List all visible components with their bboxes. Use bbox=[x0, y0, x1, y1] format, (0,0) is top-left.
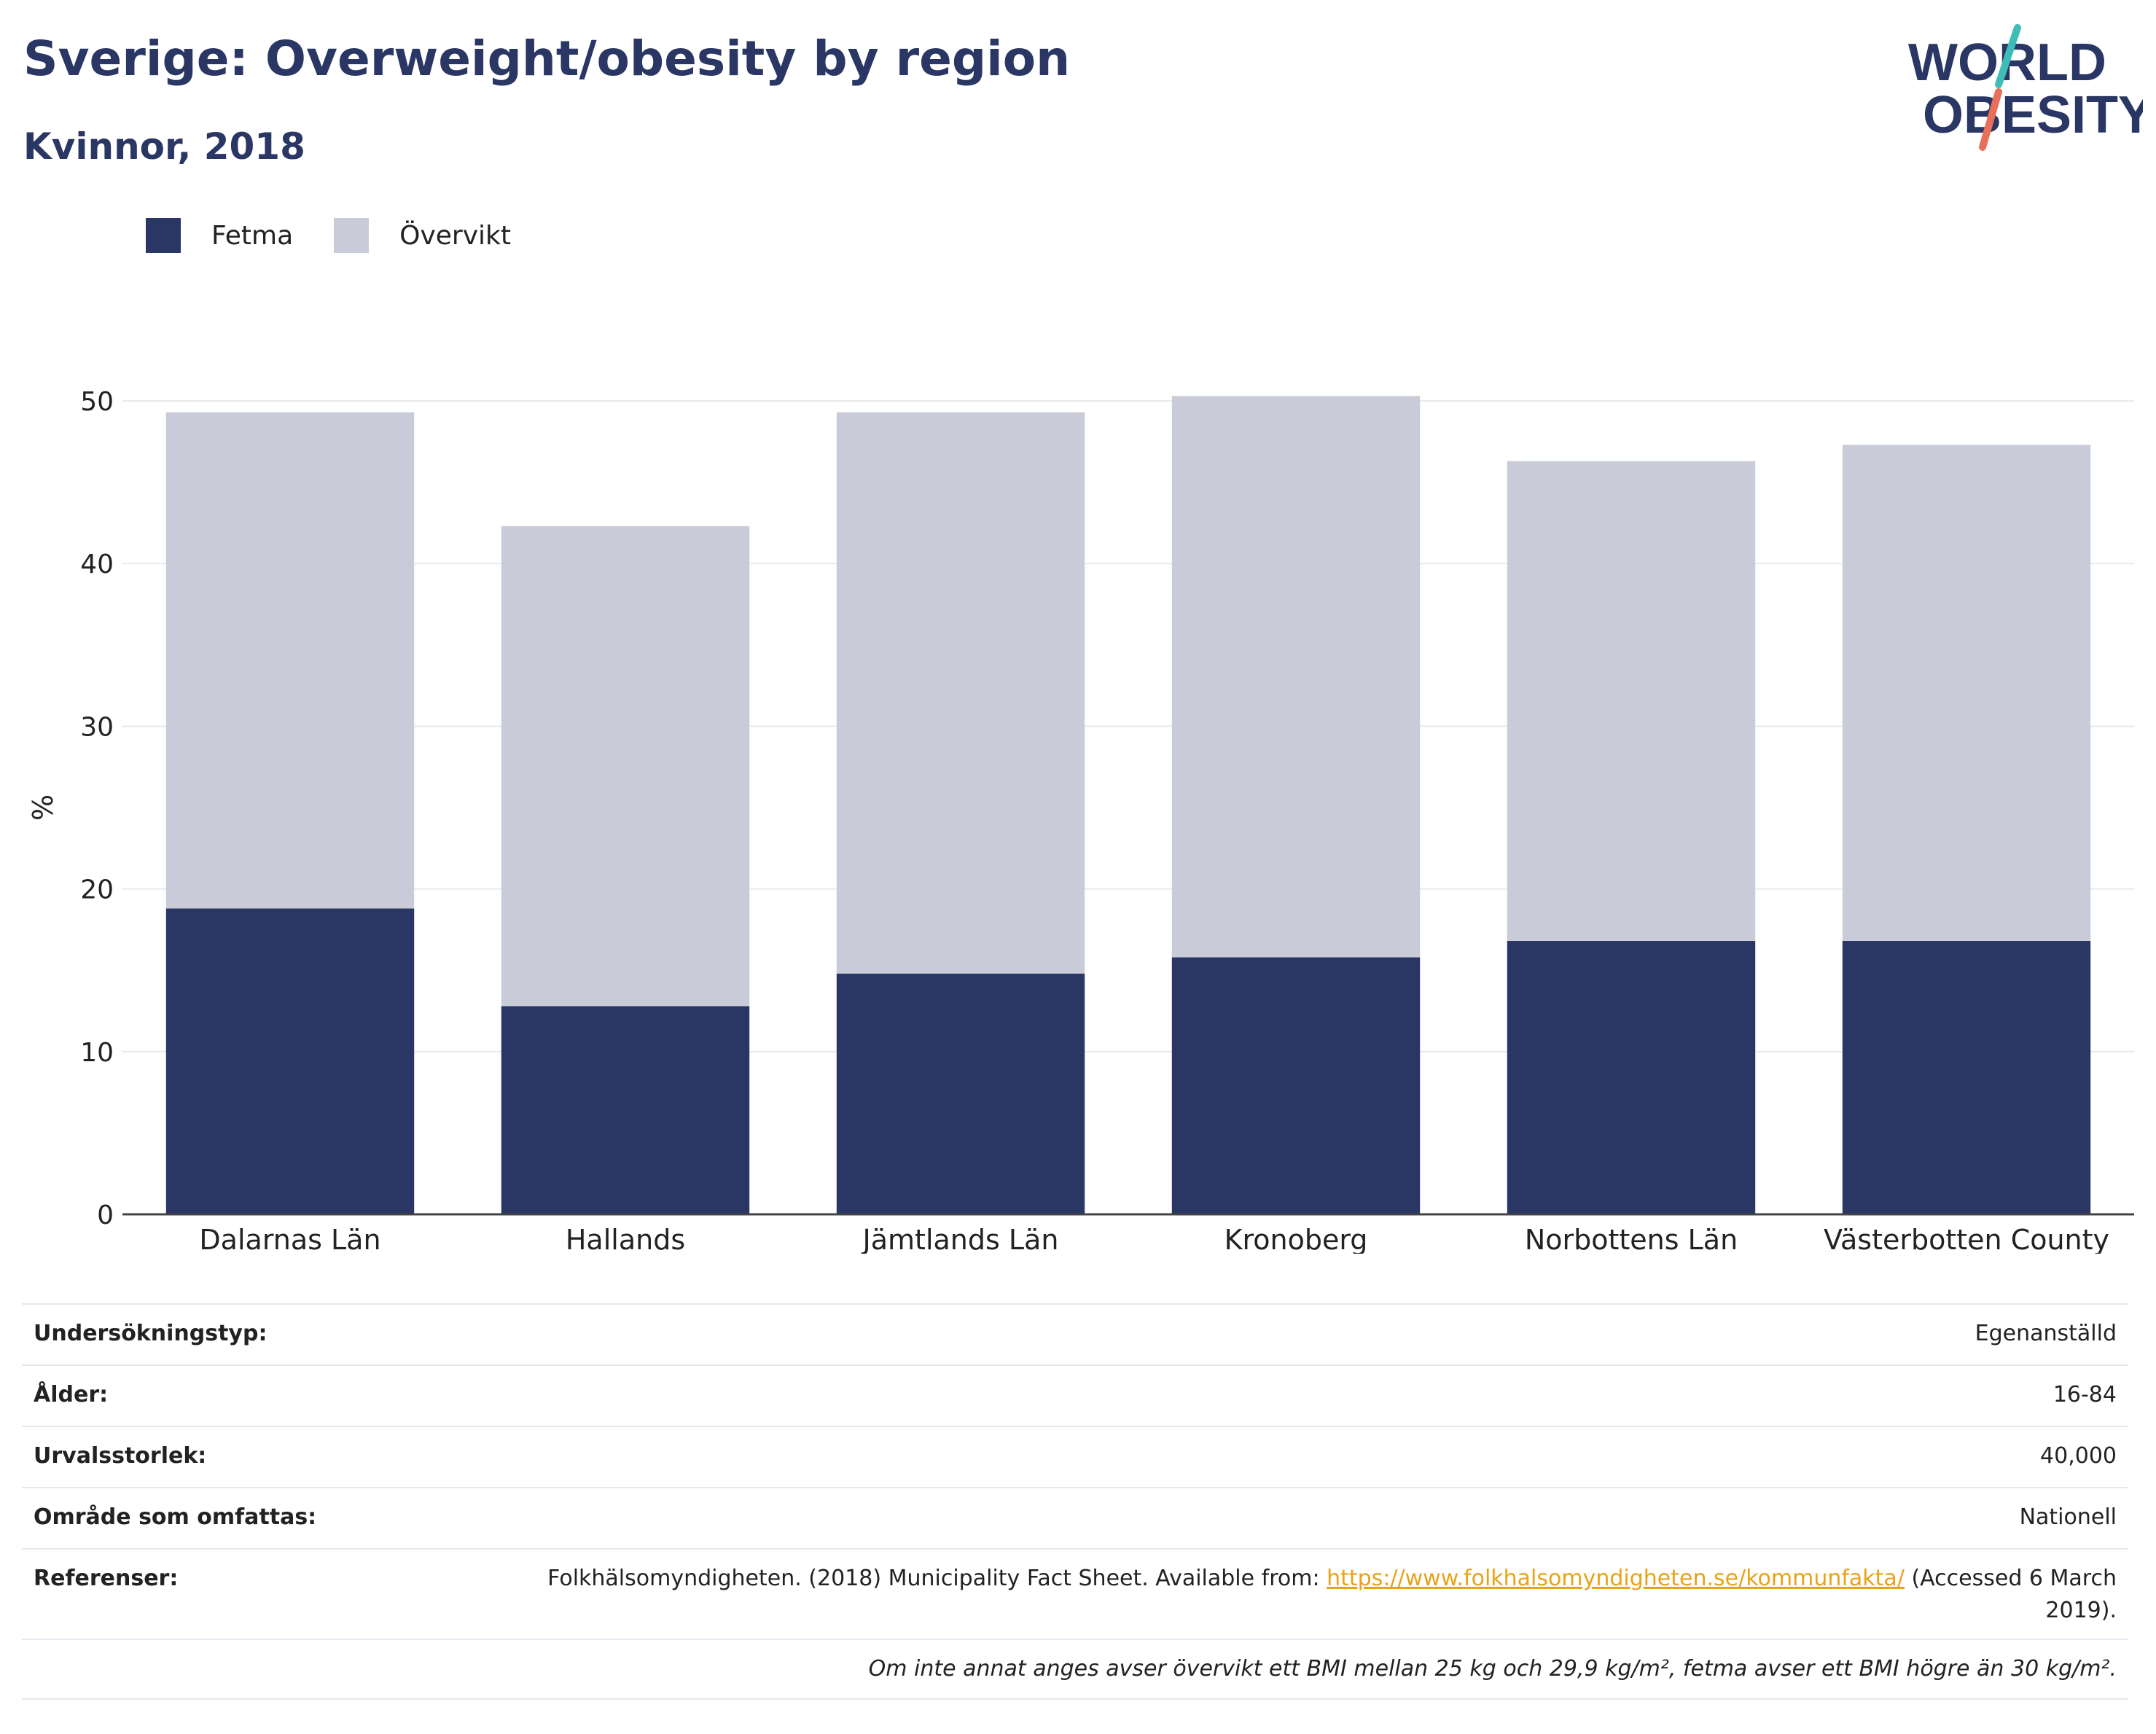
bar-overvikt-5 bbox=[1842, 445, 2091, 942]
chart-title: Sverige: Overweight/obesity by region bbox=[23, 31, 1071, 87]
reference-text: Folkhälsomyndigheten. (2018) Municipalit… bbox=[547, 1566, 1327, 1591]
bar-fetma-1 bbox=[501, 1006, 750, 1214]
legend-label-fetma: Fetma bbox=[211, 220, 294, 251]
x-tick-label-0: Dalarnas Län bbox=[199, 1224, 380, 1254]
bar-overvikt-3 bbox=[1171, 396, 1421, 958]
bar-overvikt-2 bbox=[836, 412, 1085, 974]
age-label: Ålder: bbox=[34, 1382, 109, 1407]
info-row-age: Ålder: 16-84 bbox=[22, 1364, 2128, 1426]
legend-swatch-fetma bbox=[146, 218, 181, 253]
references-value: Folkhälsomyndigheten. (2018) Municipalit… bbox=[513, 1563, 2117, 1627]
y-tick-label-50: 50 bbox=[80, 387, 114, 417]
y-axis-label: % bbox=[27, 794, 59, 821]
y-tick-label-30: 30 bbox=[80, 712, 114, 742]
reference-accessed: (Accessed 6 March 2019). bbox=[1904, 1566, 2117, 1623]
info-row-note: Om inte annat anges avser övervikt ett B… bbox=[22, 1639, 2128, 1700]
x-tick-label-4: Norbottens Län bbox=[1525, 1224, 1738, 1254]
bar-fetma-5 bbox=[1842, 941, 2091, 1214]
info-row-area: Område som omfattas: Nationell bbox=[22, 1487, 2128, 1548]
y-tick-label-0: 0 bbox=[97, 1200, 114, 1230]
reference-link[interactable]: https://www.folkhalsomyndigheten.se/komm… bbox=[1327, 1566, 1905, 1591]
info-row-sample-size: Urvalsstorlek: 40,000 bbox=[22, 1426, 2128, 1487]
x-tick-label-3: Kronoberg bbox=[1225, 1224, 1368, 1254]
info-table: Undersökningstyp: Egenanställd Ålder: 16… bbox=[22, 1303, 2128, 1700]
area-label: Område som omfattas: bbox=[34, 1504, 317, 1530]
area-value: Nationell bbox=[2019, 1504, 2117, 1530]
survey-type-value: Egenanställd bbox=[1975, 1321, 2117, 1346]
bar-overvikt-1 bbox=[501, 526, 750, 1007]
stacked-bar-chart: 0 10 20 30 40 50% Dalarnas Län Hallands Jämtland… bbox=[27, 387, 2134, 1254]
definition-note: Om inte annat anges avser övervikt ett B… bbox=[868, 1656, 2117, 1682]
survey-type-label: Undersökningstyp: bbox=[34, 1321, 267, 1346]
sample-size-label: Urvalsstorlek: bbox=[34, 1443, 207, 1469]
bar-fetma-0 bbox=[165, 908, 415, 1214]
logo-slash-teal bbox=[1995, 24, 2021, 88]
bar-overvikt-4 bbox=[1507, 461, 1756, 942]
chart-legend: Fetma Övervikt bbox=[146, 217, 552, 254]
y-tick-label-10: 10 bbox=[80, 1038, 114, 1068]
x-tick-label-2: Jämtlands Län bbox=[862, 1224, 1059, 1254]
y-tick-label-20: 20 bbox=[80, 875, 114, 905]
x-tick-label-5: Västerbotten County bbox=[1824, 1224, 2109, 1254]
legend-item-overvikt[interactable]: Övervikt bbox=[334, 218, 511, 253]
bar-fetma-4 bbox=[1507, 941, 1756, 1214]
logo-word-obesity: OBESITY bbox=[1923, 86, 2143, 144]
y-tick-label-40: 40 bbox=[80, 550, 114, 579]
bar-fetma-3 bbox=[1171, 957, 1421, 1214]
world-obesity-logo: WORLD OBESITY bbox=[1908, 24, 2143, 151]
legend-label-overvikt: Övervikt bbox=[399, 220, 511, 251]
info-row-survey-type: Undersökningstyp: Egenanställd bbox=[22, 1303, 2128, 1364]
bar-overvikt-0 bbox=[165, 412, 415, 909]
logo-slash-coral bbox=[1979, 88, 2002, 151]
sample-size-value: 40,000 bbox=[2040, 1443, 2117, 1469]
legend-item-fetma[interactable]: Fetma bbox=[146, 218, 293, 253]
x-tick-label-1: Hallands bbox=[566, 1224, 685, 1254]
info-row-references: Referenser: Folkhälsomyndigheten. (2018)… bbox=[22, 1548, 2128, 1639]
chart-subtitle: Kvinnor, 2018 bbox=[23, 125, 305, 168]
references-label: Referenser: bbox=[34, 1566, 179, 1591]
bar-fetma-2 bbox=[836, 973, 1085, 1214]
age-value: 16-84 bbox=[2053, 1382, 2117, 1407]
legend-swatch-overvikt bbox=[334, 218, 370, 253]
